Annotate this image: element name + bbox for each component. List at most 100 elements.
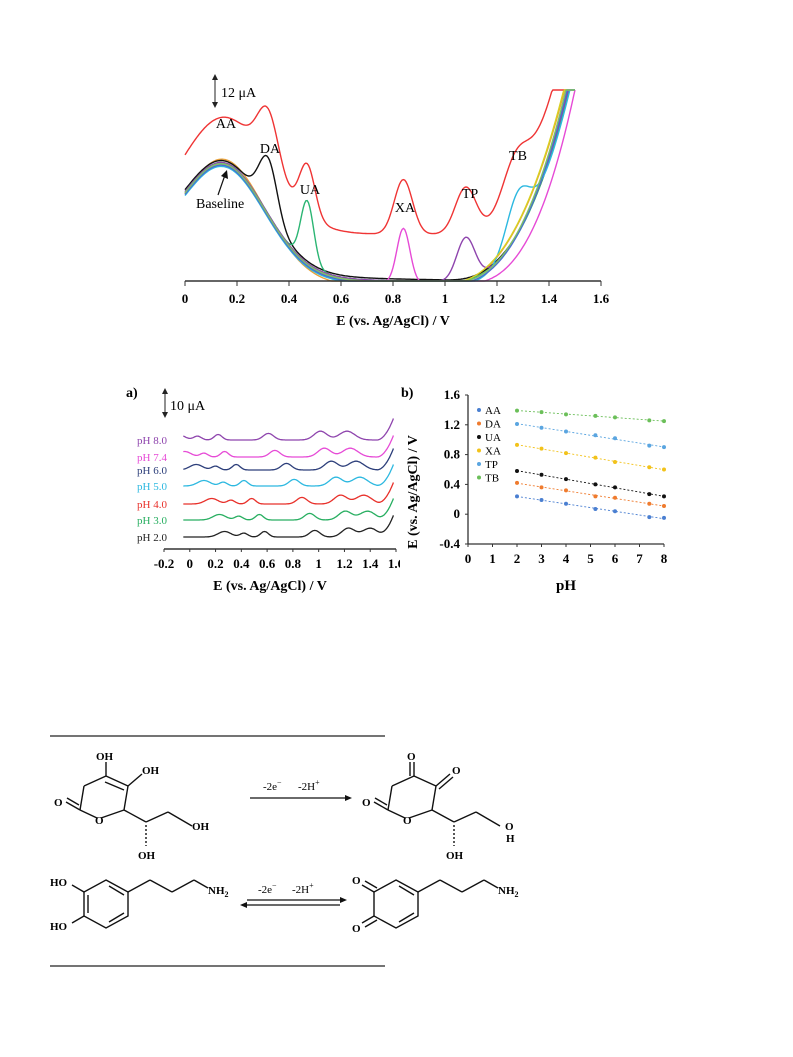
peak-label-xa: XA xyxy=(395,201,416,216)
x-tick-label: -0.2 xyxy=(154,556,175,571)
legend-label: DA xyxy=(485,419,501,431)
y-tick-label: 1.6 xyxy=(444,387,461,402)
da-nh2: NH2 xyxy=(208,885,229,899)
reaction-1-protons: -2H+ xyxy=(298,778,320,793)
data-point xyxy=(662,504,666,509)
ph-trace-label: pH 8.0 xyxy=(137,435,167,447)
voltammogram-trace xyxy=(184,89,575,282)
da-ho-1: HO xyxy=(50,877,68,889)
figure-2a-ph-voltammograms: a) 10 μA pH 8.0pH 7.4pH 6.0pH 5.0pH 4.0p… xyxy=(126,386,400,594)
dehydroascorbic-acid-structure xyxy=(373,762,501,846)
ph-trace xyxy=(183,464,395,487)
scale-bar-1-label: 12 μA xyxy=(221,86,257,101)
x-tick-label: 1 xyxy=(442,291,449,306)
voltammogram-trace xyxy=(184,89,575,281)
ph-trace xyxy=(183,435,395,458)
ascorbic-acid-structure xyxy=(65,762,193,846)
x-tick-label: 0.6 xyxy=(333,291,350,306)
x-tick-label: 6 xyxy=(612,551,619,566)
dha-o-ring: O xyxy=(403,815,412,827)
peak-label-tp: TP xyxy=(462,187,479,202)
legend-label: XA xyxy=(485,446,501,458)
legend-marker xyxy=(477,448,481,453)
dehydroascorbic-acid-labels: O O O O O H OH xyxy=(362,751,515,862)
legend-marker xyxy=(477,421,481,426)
data-point xyxy=(593,482,598,487)
data-point xyxy=(613,485,617,490)
legend-label: TP xyxy=(485,459,498,471)
dha-oh: OH xyxy=(446,850,464,862)
ph-trace-label: pH 2.0 xyxy=(137,532,167,544)
data-point xyxy=(662,494,666,499)
data-point xyxy=(539,485,544,490)
data-point xyxy=(564,412,568,417)
voltammogram-trace xyxy=(184,89,575,282)
x-tick-label: 5 xyxy=(587,551,594,566)
x-tick-label: 1.2 xyxy=(489,291,505,306)
data-point xyxy=(647,418,652,423)
aa-o-carbonyl: O xyxy=(54,797,63,809)
data-point xyxy=(593,494,598,499)
baseline-annotation: Baseline xyxy=(196,170,244,212)
figure-2a-trace-labels: pH 8.0 pH 7.4pH 6.0 pH 5.0 pH 4.0 pH 3.0 pH 2… xyxy=(137,435,167,544)
data-point xyxy=(662,445,666,450)
data-point xyxy=(662,515,666,520)
data-point xyxy=(515,468,519,473)
reaction-2-arrow: -2e− -2H+ xyxy=(240,881,347,908)
y-tick-label: 0 xyxy=(454,506,461,521)
x-axis-title-2a: E (vs. Ag/AgCl) / V xyxy=(213,579,327,594)
data-point xyxy=(539,410,544,415)
dq-o-2: O xyxy=(352,923,361,935)
x-tick-label: 0 xyxy=(465,551,472,566)
fit-line xyxy=(516,423,665,448)
reaction-2-protons: -2H+ xyxy=(292,881,314,896)
dha-o-1: O xyxy=(407,751,416,763)
x-tick-label: 2 xyxy=(514,551,521,566)
dha-o-2: O xyxy=(452,765,461,777)
dha-h-terminal: H xyxy=(506,833,515,845)
x-tick-label: 0 xyxy=(187,556,194,571)
data-point xyxy=(647,492,652,497)
panel-label-a: a) xyxy=(126,386,138,401)
dq-nh2: NH2 xyxy=(498,885,519,899)
data-point xyxy=(662,419,666,424)
data-point xyxy=(564,501,568,506)
figure-1-x-axis: 0 0.2 0.4 0.6 0.8 1 1.2 1.4 1.6 E (vs. Ag/AgCl) … xyxy=(182,280,610,329)
figure-1-traces xyxy=(184,89,576,282)
data-point xyxy=(564,429,568,434)
dq-o-1: O xyxy=(352,875,361,887)
data-point xyxy=(593,413,598,418)
data-point xyxy=(564,451,568,456)
figure-1-voltammograms: 12 μA 0 0.2 0.4 0.6 0.8 1 1.2 1.4 1.6 E (vs. Ag/… xyxy=(182,74,610,329)
legend-label: UA xyxy=(485,432,501,444)
y-tick-label: 1.2 xyxy=(444,417,460,432)
data-point xyxy=(539,472,544,477)
panel-label-b: b) xyxy=(401,386,414,401)
x-tick-label: 8 xyxy=(661,551,668,566)
ph-trace xyxy=(183,515,395,538)
data-point xyxy=(539,425,544,430)
data-point xyxy=(647,501,652,506)
y-axis-title-2b: E (vs. Ag/AgCl) / V xyxy=(406,435,421,549)
voltammogram-trace xyxy=(184,89,576,282)
data-point xyxy=(647,515,652,520)
peak-label-tb: TB xyxy=(509,149,527,164)
voltammogram-trace xyxy=(184,89,575,282)
reaction-1-arrow: -2e− -2H+ xyxy=(250,778,352,801)
figure-2b-series xyxy=(515,408,666,520)
data-point xyxy=(564,477,568,482)
data-point xyxy=(647,465,652,470)
fit-line xyxy=(516,470,665,497)
ph-trace-label: pH 5.0 xyxy=(137,481,167,493)
legend-label: AA xyxy=(485,405,501,417)
legend-marker xyxy=(477,475,481,480)
aa-oh-2: OH xyxy=(142,765,160,777)
x-tick-label: 0.4 xyxy=(233,556,250,571)
ph-trace-label: pH 4.0 xyxy=(137,499,167,511)
fit-line xyxy=(516,410,665,422)
legend-marker xyxy=(477,462,481,466)
peak-label-da: DA xyxy=(260,142,281,157)
aa-o-ring: O xyxy=(95,815,104,827)
aa-oh-3: OH xyxy=(192,821,210,833)
